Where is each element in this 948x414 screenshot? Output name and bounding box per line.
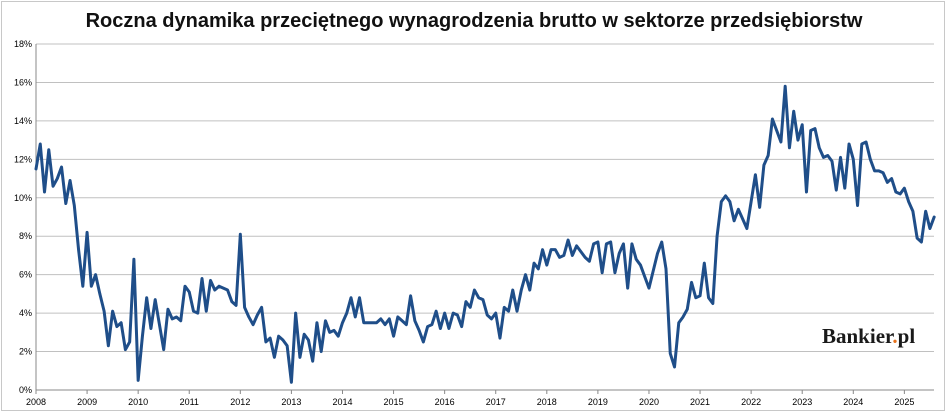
logo-suffix: pl bbox=[897, 324, 916, 348]
x-tick-label: 2023 bbox=[792, 397, 812, 407]
y-tick-label: 10% bbox=[14, 193, 32, 203]
x-tick-label: 2020 bbox=[639, 397, 659, 407]
x-tick-label: 2014 bbox=[332, 397, 352, 407]
x-tick-label: 2025 bbox=[894, 397, 914, 407]
y-tick-label: 12% bbox=[14, 154, 32, 164]
x-tick-label: 2024 bbox=[843, 397, 863, 407]
bankier-logo: Bankier.pl bbox=[822, 324, 915, 349]
x-tick-label: 2010 bbox=[128, 397, 148, 407]
logo-dot: . bbox=[892, 324, 898, 348]
x-tick-label: 2009 bbox=[77, 397, 97, 407]
y-tick-label: 8% bbox=[19, 231, 32, 241]
x-tick-label: 2011 bbox=[180, 397, 199, 407]
y-tick-label: 14% bbox=[14, 116, 32, 126]
y-tick-label: 16% bbox=[14, 77, 32, 87]
chart-title: Roczna dynamika przeciętnego wynagrodzen… bbox=[85, 10, 863, 32]
x-tick-label: 2015 bbox=[384, 397, 404, 407]
x-tick-label: 2013 bbox=[281, 397, 301, 407]
x-tick-label: 2008 bbox=[26, 397, 46, 407]
x-tick-label: 2021 bbox=[690, 397, 710, 407]
y-tick-label: 6% bbox=[19, 270, 32, 280]
x-tick-label: 2016 bbox=[435, 397, 455, 407]
y-tick-label: 18% bbox=[14, 39, 32, 49]
x-tick-label: 2018 bbox=[537, 397, 557, 407]
x-tick-label: 2022 bbox=[741, 397, 761, 407]
y-tick-label: 0% bbox=[19, 385, 32, 395]
y-tick-label: 4% bbox=[19, 308, 32, 318]
logo-name: Bankier bbox=[822, 324, 893, 348]
x-tick-label: 2019 bbox=[588, 397, 608, 407]
x-tick-label: 2012 bbox=[230, 397, 250, 407]
x-tick-label: 2017 bbox=[486, 397, 506, 407]
wage-growth-line bbox=[34, 84, 936, 384]
y-tick-label: 2% bbox=[19, 347, 32, 357]
